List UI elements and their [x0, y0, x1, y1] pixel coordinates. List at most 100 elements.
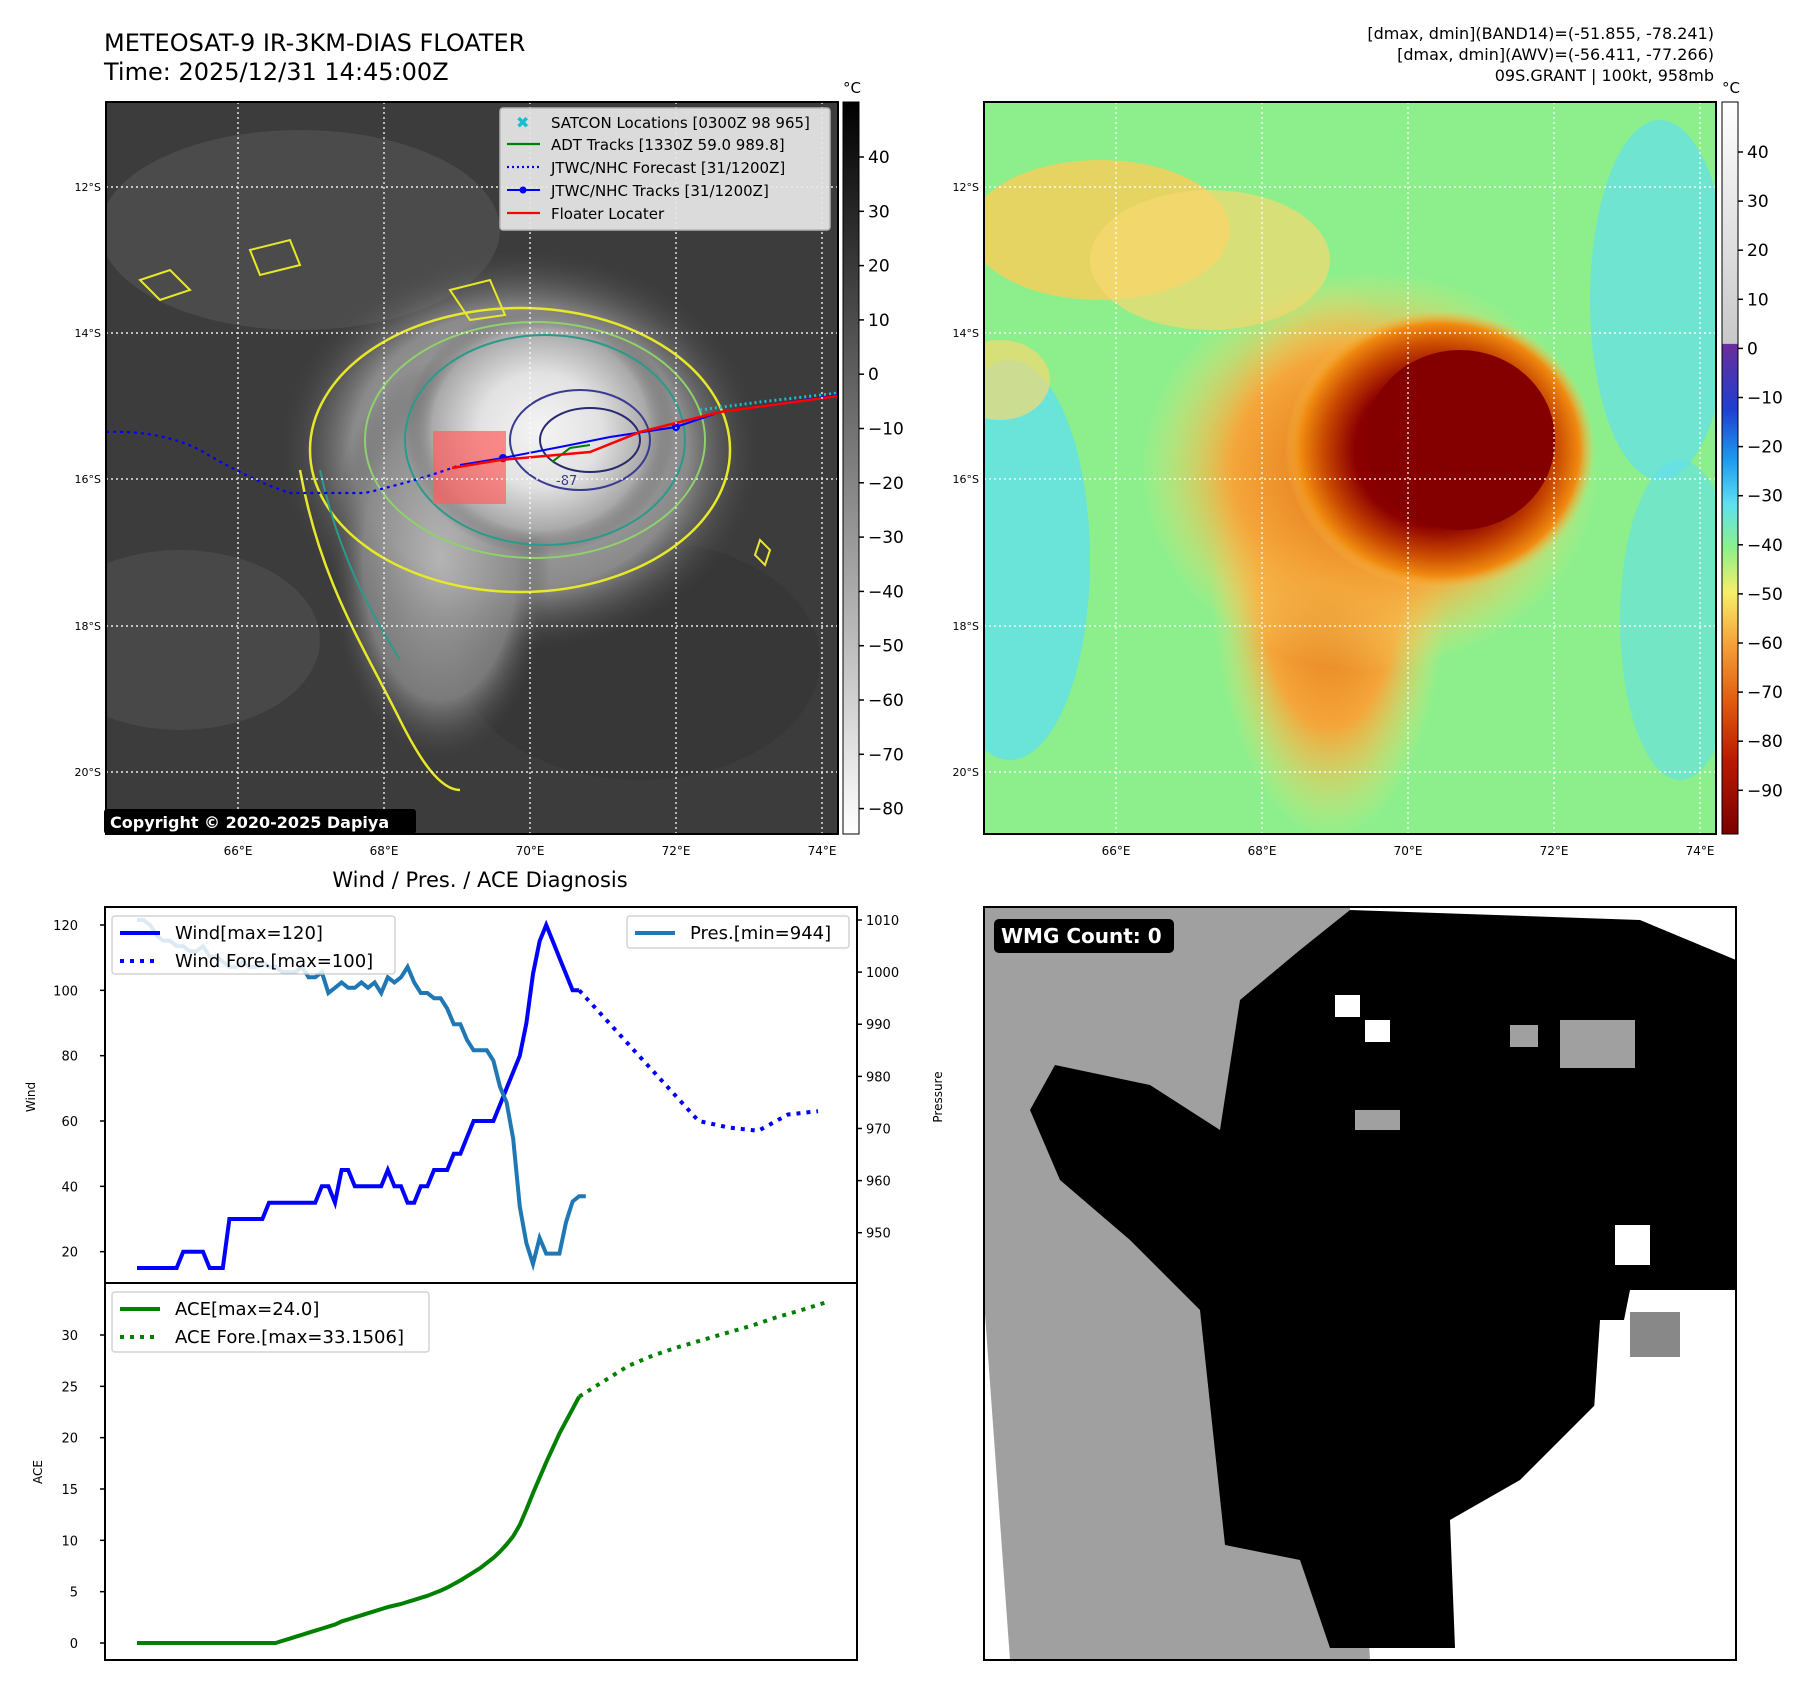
wind-forecast-line: [577, 988, 819, 1133]
ir-colorbar-tick: −80: [868, 800, 904, 820]
legend-adt: ADT Tracks [1330Z 59.0 989.8]: [551, 136, 785, 154]
wind-legend: Wind[max=120] Wind Fore.[max=100]: [111, 915, 396, 975]
ir-colorbar-tick: 10: [868, 311, 890, 331]
legend-forecast: JTWC/NHC Forecast [31/1200Z]: [550, 159, 785, 177]
pressure-ytick-label: 1000: [866, 966, 899, 981]
legend-wind-forecast: Wind Fore.[max=100]: [175, 951, 373, 972]
pressure-legend: Pres.[min=944]: [626, 915, 850, 949]
adt-track: [551, 444, 591, 463]
legend-ace-forecast: ACE Fore.[max=33.1506]: [175, 1327, 404, 1348]
ir-colorbar-tick: −20: [868, 474, 904, 494]
wv-colorbar-tick: 40: [1747, 143, 1769, 163]
storm-summary: 09S.GRANT | 100kt, 958mb: [1495, 66, 1714, 85]
ir-colorbar-tick: −10: [868, 420, 904, 440]
svg-text:66°E: 66°E: [1102, 844, 1131, 858]
svg-text:16°S: 16°S: [75, 473, 101, 486]
legend-ace: ACE[max=24.0]: [175, 1299, 319, 1320]
wv-colorbar-tick: −80: [1747, 732, 1783, 752]
ir-colorbar-tick: −60: [868, 691, 904, 711]
svg-text:12°S: 12°S: [75, 181, 101, 194]
ir-colorbar-tick: 30: [868, 202, 890, 222]
pressure-ytick-label: 990: [866, 1018, 891, 1033]
ir-satellite-panel: -87: [75, 101, 839, 858]
wv-colorbar-tick: 20: [1747, 241, 1769, 261]
svg-text:14°S: 14°S: [75, 327, 101, 340]
wind-ytick-label: 120: [53, 919, 78, 934]
stats-awv: [dmax, dmin](AWV)=(-56.411, -77.266): [1397, 45, 1714, 64]
svg-text:66°E: 66°E: [224, 844, 253, 858]
ir-colorbar: °C 40 30 20 10 0 −10 −20 −30 −40 −50 −60 −70 −80: [842, 79, 904, 835]
ir-colorbar-tick: −50: [868, 637, 904, 657]
ace-ytick-label: 5: [70, 1586, 78, 1601]
wv-colorbar-tick: −70: [1747, 683, 1783, 703]
ir-lon-ticks: 66°E 68°E 70°E 72°E 74°E: [224, 844, 837, 858]
wmg-panel: WMG Count: 0: [983, 906, 1737, 1661]
svg-text:68°E: 68°E: [370, 844, 399, 858]
floater-locater-track: [451, 394, 838, 470]
svg-text:70°E: 70°E: [516, 844, 545, 858]
wv-satellite-panel: 12°S 14°S 16°S 18°S 20°S 66°E 68°E 70°E …: [953, 101, 1717, 858]
wmg-black-region: [1030, 910, 1736, 1648]
wind-axis-label: Wind: [24, 1082, 38, 1112]
svg-text:72°E: 72°E: [662, 844, 691, 858]
pressure-axis-label: Pressure: [931, 1071, 945, 1122]
wind-ytick-label: 40: [61, 1180, 78, 1195]
legend-satcon-marker-icon: ✖: [516, 113, 529, 132]
ace-ytick-label: 0: [70, 1637, 78, 1652]
forecast-track: [106, 430, 461, 495]
ace-chart: 0 5 10 15 20 25 30 ACE ACE[max=24.0] ACE Fore.…: [31, 1282, 858, 1661]
ir-colorbar-tick: −40: [868, 582, 904, 602]
svg-text:68°E: 68°E: [1248, 844, 1277, 858]
wv-colorbar-tick: 10: [1747, 290, 1769, 310]
contour-label: -87: [556, 474, 577, 489]
pressure-ytick-label: 1010: [866, 914, 899, 929]
svg-text:20°S: 20°S: [75, 766, 101, 779]
ace-series-line: [137, 1395, 581, 1645]
ir-colorbar-tick: −30: [868, 528, 904, 548]
svg-text:74°E: 74°E: [808, 844, 837, 858]
wv-colorbar: °C 40 30 20 10 0 −10 −20 −30 −40 −50 −60 −70 −80 −90: [1721, 79, 1783, 835]
svg-text:72°E: 72°E: [1540, 844, 1569, 858]
wv-colorbar-tick: −30: [1747, 487, 1783, 507]
pressure-ytick-label: 960: [866, 1175, 891, 1190]
ace-forecast-line: [578, 1300, 826, 1399]
ace-ytick-label: 10: [61, 1534, 78, 1549]
wv-colorbar-tick: −60: [1747, 634, 1783, 654]
stats-band14: [dmax, dmin](BAND14)=(-51.855, -78.241): [1367, 24, 1714, 43]
wv-colorbar-tick: −20: [1747, 438, 1783, 458]
svg-text:14°S: 14°S: [953, 327, 979, 340]
figure-title-line2: Time: 2025/12/31 14:45:00Z: [103, 58, 449, 86]
ace-ytick-label: 15: [61, 1483, 78, 1498]
ace-ytick-label: 20: [61, 1432, 78, 1447]
legend-jtwc: JTWC/NHC Tracks [31/1200Z]: [550, 182, 769, 200]
svg-text:70°E: 70°E: [1394, 844, 1423, 858]
ir-colorbar-tick: 20: [868, 257, 890, 277]
svg-text:16°S: 16°S: [953, 473, 979, 486]
legend-wind: Wind[max=120]: [175, 923, 323, 944]
wv-colorbar-unit: °C: [1722, 79, 1740, 97]
ir-colorbar-tick: −70: [868, 745, 904, 765]
wind-ytick-label: 80: [61, 1050, 78, 1065]
diagnosis-title: Wind / Pres. / ACE Diagnosis: [332, 868, 627, 892]
svg-text:18°S: 18°S: [75, 620, 101, 633]
wind-ytick-label: 100: [53, 984, 78, 999]
svg-text:18°S: 18°S: [953, 620, 979, 633]
wind-pressure-chart: 20 40 60 80 100 120 950 960 970 980 990 1000 1010 W…: [24, 906, 945, 1284]
wv-colorbar-tick: −90: [1747, 781, 1783, 801]
ir-colorbar-tick: 40: [868, 148, 890, 168]
svg-text:74°E: 74°E: [1686, 844, 1715, 858]
ir-colorbar-tick: 0: [868, 365, 879, 385]
floater-box: [433, 431, 506, 504]
figure-title-line1: METEOSAT-9 IR-3KM-DIAS FLOATER: [104, 29, 525, 57]
wv-colorbar-tick: −40: [1747, 536, 1783, 556]
legend-floater: Floater Locater: [551, 205, 665, 223]
ir-colorbar-unit: °C: [843, 79, 861, 97]
wv-lat-ticks: 12°S 14°S 16°S 18°S 20°S: [953, 181, 979, 779]
ir-lat-ticks: 12°S 14°S 16°S 18°S 20°S: [75, 181, 101, 779]
wv-colorbar-tick: 0: [1747, 339, 1758, 359]
map-legend: ✖ SATCON Locations [0300Z 98 965] ADT Tr…: [499, 107, 831, 231]
legend-satcon: SATCON Locations [0300Z 98 965]: [551, 114, 810, 132]
legend-pressure: Pres.[min=944]: [690, 923, 831, 944]
ace-ytick-label: 25: [61, 1380, 78, 1395]
